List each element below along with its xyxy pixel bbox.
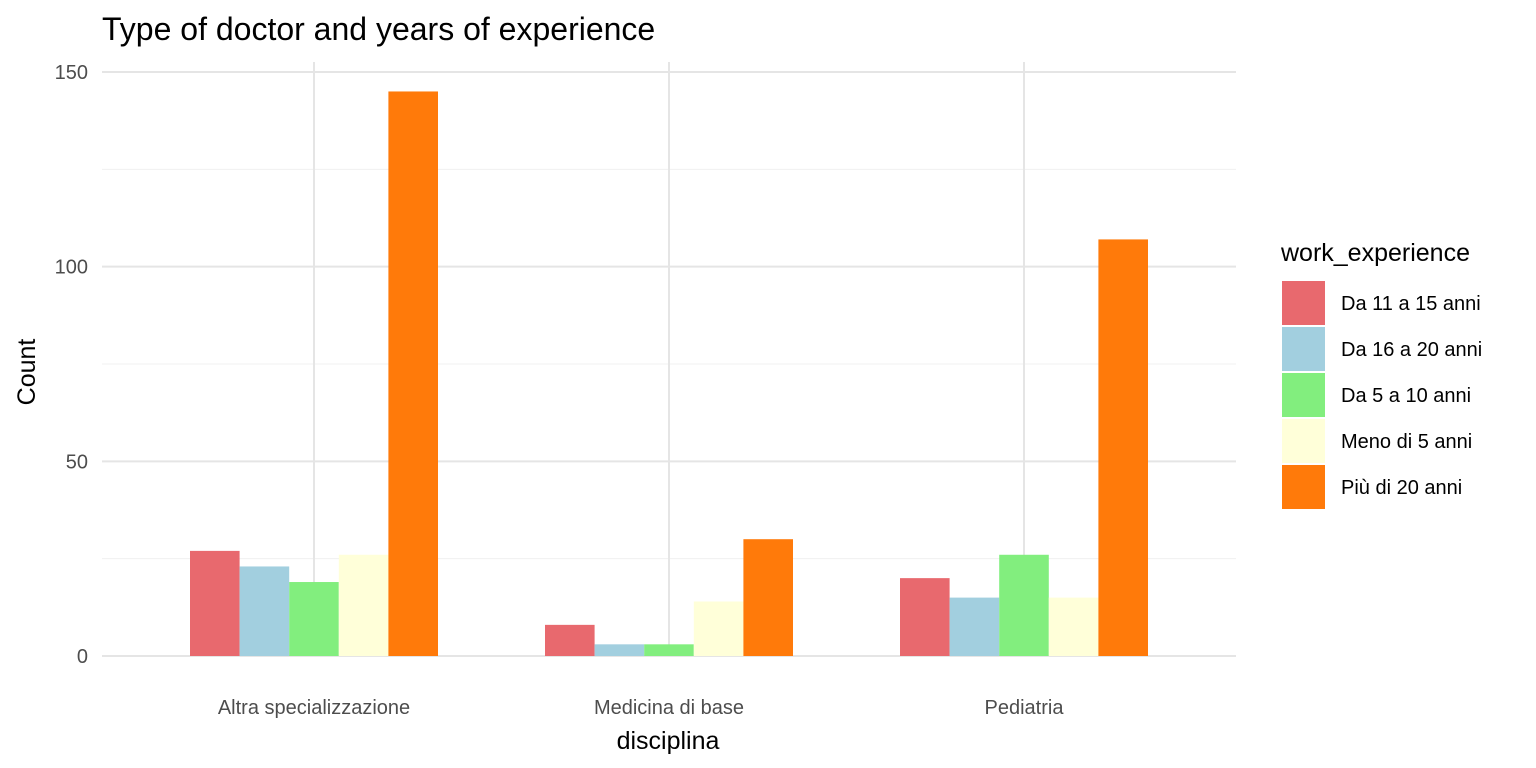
bar <box>999 554 1049 656</box>
legend-items: Da 11 a 15 anni Da 16 a 20 anni Da 5 a 10 … <box>1282 281 1482 509</box>
y-axis-title: Count <box>13 339 41 406</box>
bar-layer <box>190 91 1148 656</box>
bar <box>644 644 694 656</box>
legend-label: Da 5 a 10 anni <box>1341 385 1471 407</box>
bar <box>1048 597 1099 656</box>
legend-label: Meno di 5 anni <box>1341 431 1472 453</box>
legend-key <box>1282 281 1325 325</box>
x-tick-label: Altra specializzazione <box>218 697 410 719</box>
y-tick-label: 0 <box>77 646 88 668</box>
bar <box>289 582 339 656</box>
bar <box>338 554 389 656</box>
bar <box>1098 239 1148 656</box>
bar <box>239 566 290 656</box>
legend-label: Da 11 a 15 anni <box>1341 293 1481 315</box>
x-tick-label: Medicina di base <box>594 697 744 719</box>
y-tick-labels: 0 50 100 150 <box>55 62 88 668</box>
legend-key <box>1282 373 1325 417</box>
bar <box>949 597 1000 656</box>
x-axis-title: disciplina <box>617 727 720 755</box>
y-tick-label: 50 <box>66 451 88 473</box>
x-tick-labels: Altra specializzazione Medicina di base Pe… <box>218 697 1065 719</box>
bar <box>693 601 744 656</box>
legend-label: Da 16 a 20 anni <box>1341 339 1482 361</box>
chart-title: Type of doctor and years of experience <box>102 11 655 47</box>
legend-key <box>1282 327 1325 371</box>
legend-key <box>1282 419 1325 463</box>
y-tick-label: 150 <box>55 62 88 84</box>
y-tick-label: 100 <box>55 257 88 279</box>
bar <box>900 578 950 656</box>
x-tick-label: Pediatria <box>985 697 1065 719</box>
bar <box>594 644 645 656</box>
bar <box>545 624 595 656</box>
bar <box>190 550 240 656</box>
bar <box>743 539 793 656</box>
legend-key <box>1282 465 1325 509</box>
bar <box>388 91 438 656</box>
legend-title: work_experience <box>1280 239 1470 267</box>
legend: work_experience Da 11 a 15 anni Da 16 a 2… <box>1280 239 1482 509</box>
legend-label: Più di 20 anni <box>1341 477 1462 499</box>
